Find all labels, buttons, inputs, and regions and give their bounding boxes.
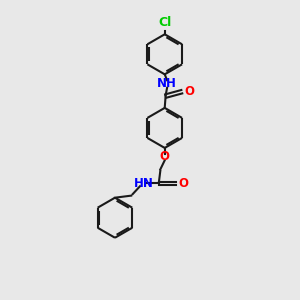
Text: HN: HN <box>134 177 154 190</box>
Text: Cl: Cl <box>158 16 171 29</box>
Text: NH: NH <box>157 77 177 90</box>
Text: O: O <box>185 85 195 98</box>
Text: O: O <box>160 150 170 163</box>
Text: O: O <box>179 177 189 190</box>
